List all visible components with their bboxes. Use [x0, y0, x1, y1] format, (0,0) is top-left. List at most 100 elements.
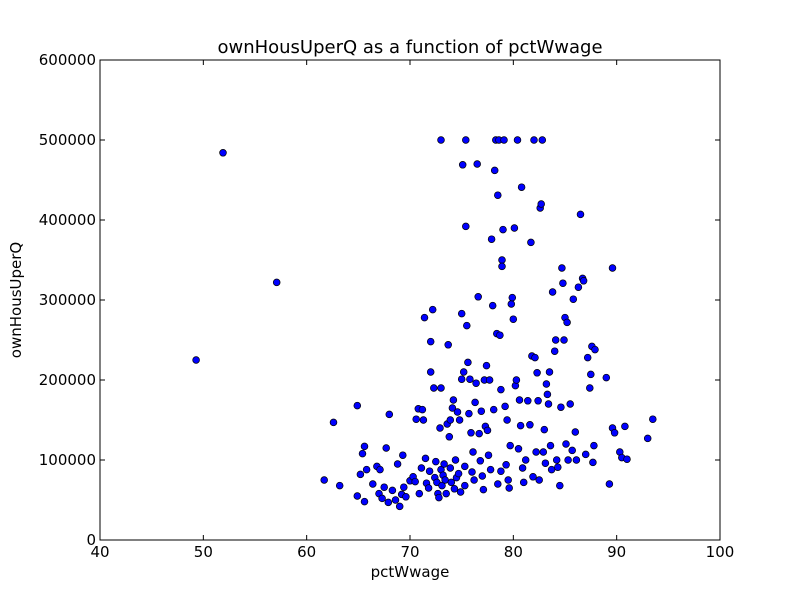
- x-axis-label: pctWwage: [371, 563, 450, 581]
- x-tick-label: 40: [90, 543, 109, 561]
- data-point: [579, 277, 588, 285]
- data-point: [509, 315, 518, 323]
- data-point: [376, 465, 384, 474]
- data-point: [590, 441, 598, 450]
- data-point: [513, 136, 522, 144]
- data-point: [587, 370, 595, 379]
- data-point: [415, 489, 424, 498]
- data-point: [419, 416, 428, 424]
- data-point: [380, 483, 388, 491]
- x-axis-ticks: 40 50 60 70 80 90 100: [90, 60, 734, 561]
- data-point: [489, 405, 498, 414]
- data-point: [464, 358, 472, 367]
- y-tick-label: 500000: [39, 131, 96, 149]
- y-tick-label: 0: [86, 531, 96, 549]
- data-point: [569, 295, 578, 303]
- data-point: [461, 481, 469, 490]
- data-point: [478, 472, 487, 480]
- data-point: [488, 301, 497, 310]
- data-point: [564, 456, 572, 464]
- data-point: [514, 445, 523, 453]
- data-point: [506, 441, 514, 450]
- data-point: [560, 336, 568, 344]
- data-point: [497, 385, 505, 394]
- data-point: [428, 305, 437, 314]
- data-point: [498, 256, 506, 264]
- data-point: [329, 418, 338, 427]
- data-point: [424, 484, 433, 492]
- data-point: [547, 465, 556, 474]
- data-point: [543, 390, 552, 399]
- data-point: [504, 476, 512, 484]
- data-point: [572, 456, 581, 464]
- data-point: [395, 502, 404, 511]
- data-point: [534, 397, 542, 405]
- data-point: [446, 416, 455, 424]
- data-point: [610, 429, 619, 437]
- data-point: [457, 309, 466, 318]
- data-point: [462, 136, 470, 144]
- data-point: [440, 460, 448, 468]
- data-point: [562, 440, 570, 448]
- data-point: [360, 442, 369, 451]
- data-point: [436, 424, 444, 432]
- data-point: [442, 489, 450, 498]
- data-point: [388, 486, 397, 495]
- data-point: [568, 446, 576, 455]
- data-point: [554, 463, 562, 471]
- data-point: [461, 462, 469, 471]
- data-point: [557, 403, 565, 411]
- x-tick-label: 80: [504, 543, 523, 561]
- data-point: [527, 238, 535, 247]
- data-point: [559, 279, 567, 287]
- data-point: [545, 368, 554, 376]
- data-point: [532, 448, 540, 456]
- data-point: [454, 469, 463, 478]
- data-point: [500, 136, 508, 144]
- data-point: [475, 429, 483, 438]
- data-point: [438, 481, 446, 490]
- data-point: [605, 480, 614, 488]
- data-point: [563, 318, 571, 327]
- data-point: [516, 421, 525, 430]
- data-point: [425, 467, 434, 475]
- data-point: [643, 434, 652, 443]
- data-point: [518, 464, 527, 472]
- data-point: [531, 353, 539, 362]
- data-point: [537, 200, 545, 208]
- data-point: [455, 416, 464, 424]
- data-point: [435, 493, 443, 502]
- data-point: [353, 492, 362, 500]
- x-tick-label: 100: [706, 543, 735, 561]
- data-point: [458, 161, 467, 169]
- data-point: [484, 451, 493, 459]
- data-point: [583, 353, 592, 362]
- data-point: [649, 415, 657, 423]
- data-point: [335, 481, 344, 490]
- data-point: [378, 494, 386, 503]
- data-point: [445, 433, 454, 441]
- data-point: [459, 368, 468, 376]
- data-point: [446, 464, 455, 472]
- data-point: [542, 380, 551, 388]
- data-point: [384, 498, 393, 507]
- data-point: [444, 341, 452, 349]
- data-point: [602, 373, 611, 382]
- data-point: [556, 481, 564, 490]
- data-point: [487, 235, 496, 243]
- data-point: [503, 416, 511, 424]
- data-point: [451, 456, 460, 464]
- data-point: [558, 264, 566, 272]
- data-point: [360, 497, 369, 506]
- data-point: [369, 480, 377, 488]
- data-point: [466, 375, 474, 383]
- data-point: [494, 480, 502, 488]
- data-point: [482, 361, 491, 370]
- data-point: [272, 278, 281, 287]
- data-point: [621, 422, 629, 431]
- data-point: [551, 336, 560, 344]
- data-point: [320, 476, 328, 484]
- data-point: [356, 470, 365, 479]
- data-point: [420, 313, 429, 322]
- data-point: [530, 136, 538, 144]
